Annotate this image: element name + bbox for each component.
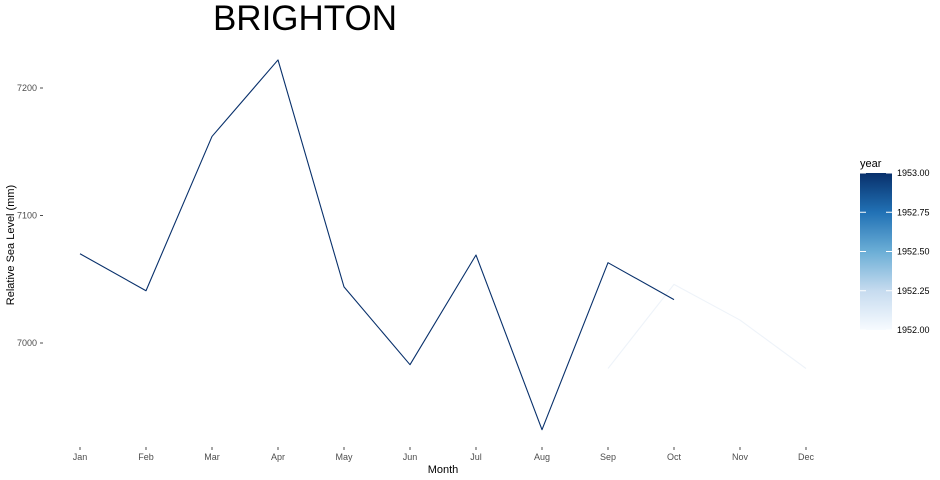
- x-axis-title: Month: [428, 464, 459, 476]
- x-tick-label: Jul: [470, 452, 482, 462]
- legend-label: 1953.00: [897, 168, 930, 178]
- y-axis: 7000 7100 7200: [17, 83, 43, 348]
- series-line-1952: [607, 283, 807, 369]
- chart-title: BRIGHTON: [213, 0, 397, 38]
- x-tick-label: Dec: [798, 452, 815, 462]
- legend-title: year: [860, 158, 882, 170]
- x-tick-label: Jun: [403, 452, 418, 462]
- legend-label: 1952.50: [897, 247, 930, 257]
- x-tick-label: May: [335, 452, 353, 462]
- series-line-1953: [79, 59, 675, 431]
- legend-label: 1952.00: [897, 325, 930, 335]
- plot-area: [79, 59, 807, 431]
- x-tick-label: Feb: [138, 452, 154, 462]
- y-tick-label: 7100: [17, 211, 37, 221]
- x-axis: Jan Feb Mar Apr May Jun Jul Aug Sep Oct Nov Dec: [73, 447, 815, 462]
- y-tick-label: 7000: [17, 338, 37, 348]
- x-tick-label: Aug: [534, 452, 550, 462]
- legend: year 1953.00 1952.75 1952.50 1952.25 1952.00: [860, 158, 930, 335]
- x-tick-label: Oct: [667, 452, 682, 462]
- y-axis-title: Relative Sea Level (mm): [5, 185, 17, 305]
- y-tick-label: 7200: [17, 83, 37, 93]
- legend-label: 1952.25: [897, 286, 930, 296]
- x-tick-label: Sep: [600, 452, 616, 462]
- x-tick-label: Nov: [732, 452, 749, 462]
- x-tick-label: Apr: [271, 452, 285, 462]
- legend-label: 1952.75: [897, 207, 930, 217]
- x-tick-label: Jan: [73, 452, 88, 462]
- x-tick-label: Mar: [204, 452, 220, 462]
